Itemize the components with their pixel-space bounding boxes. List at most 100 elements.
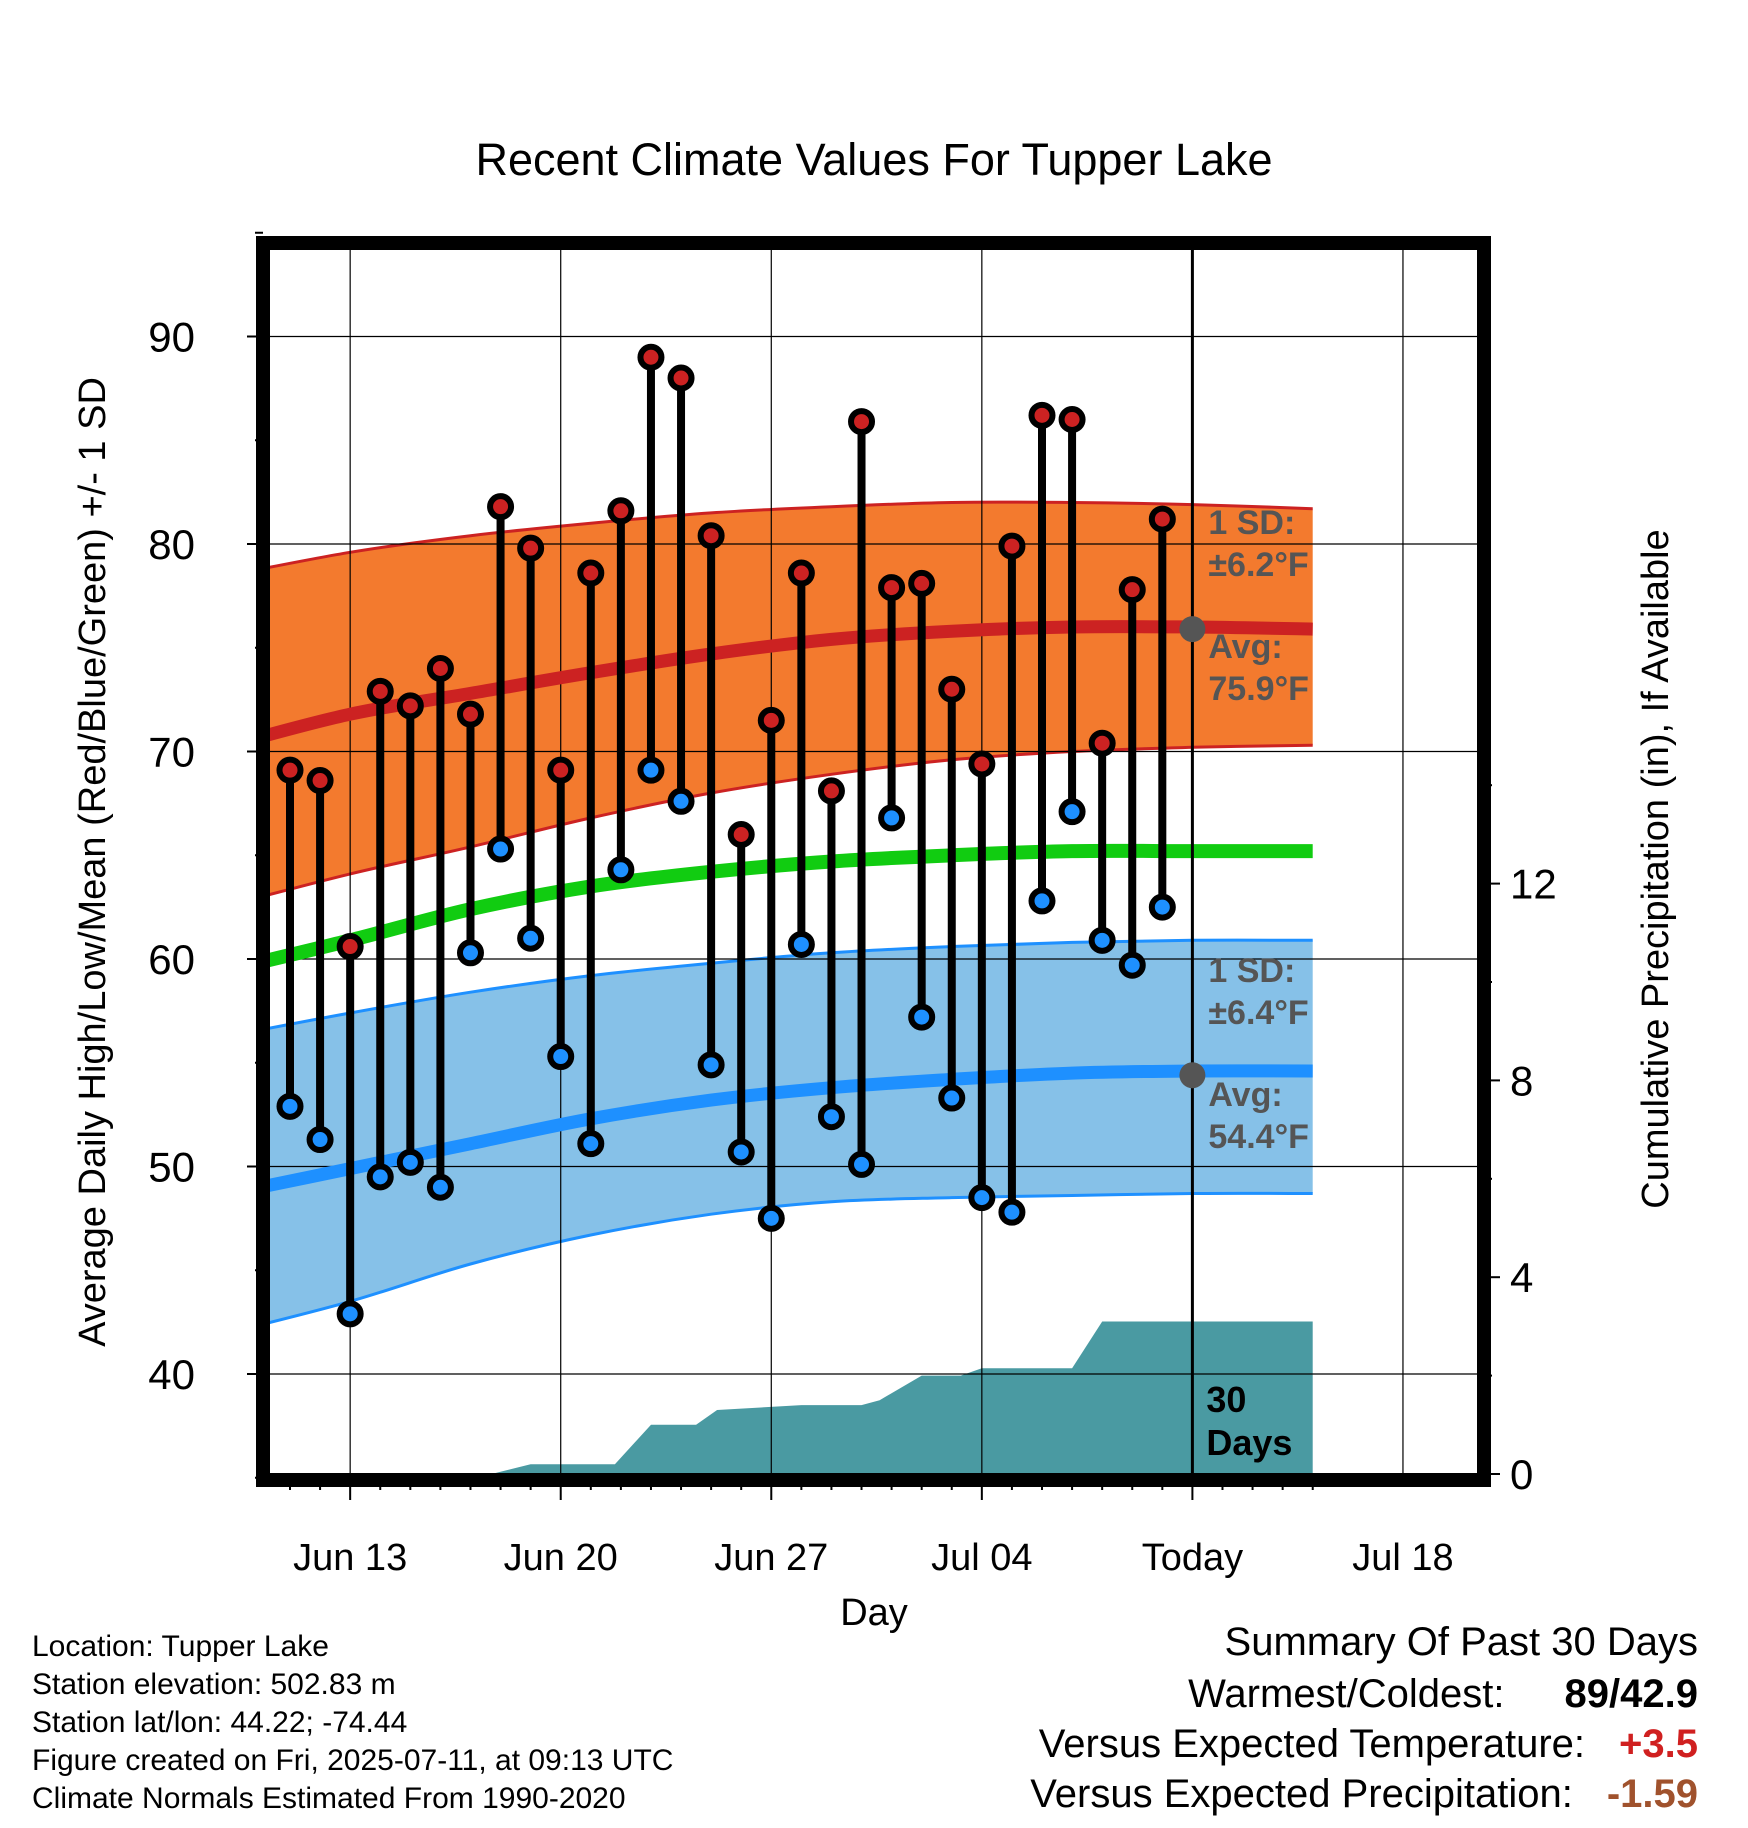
high-point: [396, 692, 424, 720]
x-tick-label-1: Jun 20: [504, 1537, 618, 1579]
high-point: [938, 675, 966, 703]
summary-temp-value: +3.5: [1619, 1722, 1698, 1766]
high-sd-label: 1 SD:: [1208, 504, 1295, 542]
plot-area: 1 SD: ±6.2°F Avg: 75.9°F 1 SD: ±6.4°F Avg: 54.4…: [269, 249, 1478, 1474]
y-tick-label: 40: [148, 1351, 195, 1398]
high-point: [1148, 505, 1176, 533]
avg-mean-line: [269, 843, 1313, 968]
low-point: [938, 1084, 966, 1112]
high-point: [487, 493, 515, 521]
low-sd-value: ±6.4°F: [1208, 994, 1308, 1032]
low-point: [1058, 798, 1086, 826]
low-point: [517, 924, 545, 952]
low-point: [366, 1163, 394, 1191]
high-point: [757, 706, 785, 734]
y-tick-label: 90: [148, 314, 195, 361]
low-point: [276, 1092, 304, 1120]
plot-frame: [256, 236, 1491, 1487]
chart-title: Recent Climate Values For Tupper Lake: [475, 134, 1272, 185]
low-point: [1028, 887, 1056, 915]
high-sd-lower-line: [269, 743, 1313, 897]
low-point: [456, 939, 484, 967]
low-avg-marker: [1179, 1062, 1206, 1089]
high-point: [1058, 406, 1086, 433]
today-days-label: 30: [1206, 1379, 1246, 1420]
y-tick-label: 50: [148, 1144, 195, 1191]
y2-tick-label: 0: [1510, 1451, 1533, 1498]
summary-warmest-value: 89/42.9: [1564, 1672, 1698, 1716]
low-point: [1148, 893, 1176, 921]
high-point: [848, 408, 876, 436]
low-point: [787, 930, 815, 958]
low-point: [998, 1198, 1026, 1226]
high-sd-value: ±6.2°F: [1208, 546, 1308, 584]
high-point: [306, 767, 334, 795]
summary-temp-row: Versus Expected Temperature: +3.5: [1039, 1722, 1698, 1767]
high-avg-value: 75.9°F: [1208, 670, 1309, 708]
low-point: [1088, 926, 1116, 954]
info-elevation: Station elevation: 502.83 m: [32, 1668, 396, 1701]
y-tick-label: 60: [148, 936, 195, 983]
low-point: [426, 1173, 454, 1201]
low-point: [667, 787, 695, 815]
high-point: [577, 559, 605, 587]
low-point: [1118, 951, 1146, 979]
high-sd-upper-line: [269, 500, 1313, 569]
low-point: [637, 756, 665, 784]
high-point: [727, 821, 755, 848]
x-tick-label-5: Jul 18: [1352, 1537, 1453, 1579]
low-point: [547, 1043, 575, 1071]
low-point: [577, 1130, 605, 1158]
high-point: [817, 777, 845, 805]
axes: 40 50 60 70 80 90 0 4 8 12 Jun 13 Jun 20 Jun 27 Jul 0…: [148, 231, 1557, 1579]
high-point: [517, 534, 545, 562]
low-sd-lower-line: [269, 1191, 1313, 1325]
high-point: [998, 532, 1026, 560]
summary-warmest-label: Warmest/Coldest:: [1188, 1672, 1505, 1716]
x-tick-label-3: Jul 04: [931, 1537, 1032, 1579]
high-point: [366, 677, 394, 705]
high-point: [456, 700, 484, 728]
high-avg-marker: [1179, 616, 1206, 643]
high-point: [547, 756, 575, 784]
high-point: [637, 343, 665, 371]
low-avg-value: 54.4°F: [1208, 1118, 1309, 1156]
low-point: [878, 804, 906, 832]
precip-area: [491, 1321, 1313, 1474]
high-point: [697, 522, 725, 550]
high-point: [968, 750, 996, 778]
x-tick-label-0: Jun 13: [293, 1537, 407, 1579]
low-point: [697, 1051, 725, 1079]
low-point: [908, 1003, 936, 1031]
info-created: Figure created on Fri, 2025-07-11, at 09…: [32, 1744, 674, 1777]
summary-temp-label: Versus Expected Temperature:: [1038, 1722, 1586, 1766]
high-point: [276, 756, 304, 784]
low-point: [757, 1204, 785, 1232]
low-avg-label: Avg:: [1208, 1076, 1282, 1114]
high-point: [787, 559, 815, 587]
high-point: [878, 574, 906, 602]
x-tick-label-2: Jun 27: [714, 1537, 828, 1579]
summary-precip-label: Versus Expected Precipitation:: [1030, 1772, 1573, 1816]
high-point: [667, 364, 695, 392]
low-point: [336, 1300, 364, 1328]
low-point: [727, 1138, 755, 1166]
high-avg-label: Avg:: [1208, 628, 1282, 666]
high-point: [607, 497, 635, 525]
y-axis-label: Average Daily High/Low/Mean (Red/Blue/Gr…: [72, 377, 114, 1347]
y2-axis-label: Cumulative Precipitation (in), If Availa…: [1635, 529, 1677, 1208]
summary-title: Summary Of Past 30 Days: [1224, 1620, 1698, 1664]
low-point: [817, 1103, 845, 1131]
high-point: [1028, 401, 1056, 429]
plot-content: 1 SD: ±6.2°F Avg: 75.9°F 1 SD: ±6.4°F Avg: 54.4…: [269, 249, 1478, 1474]
low-point: [306, 1126, 334, 1154]
low-sd-band: [269, 940, 1313, 1323]
summary-warmest-row: Warmest/Coldest: 89/42.9: [1188, 1672, 1698, 1717]
y2-tick-label: 8: [1510, 1057, 1533, 1104]
summary-precip-row: Versus Expected Precipitation: -1.59: [1030, 1772, 1698, 1817]
high-point: [908, 569, 936, 597]
info-normals: Climate Normals Estimated From 1990-2020: [32, 1782, 626, 1815]
low-point: [487, 835, 515, 863]
high-point: [426, 655, 454, 682]
